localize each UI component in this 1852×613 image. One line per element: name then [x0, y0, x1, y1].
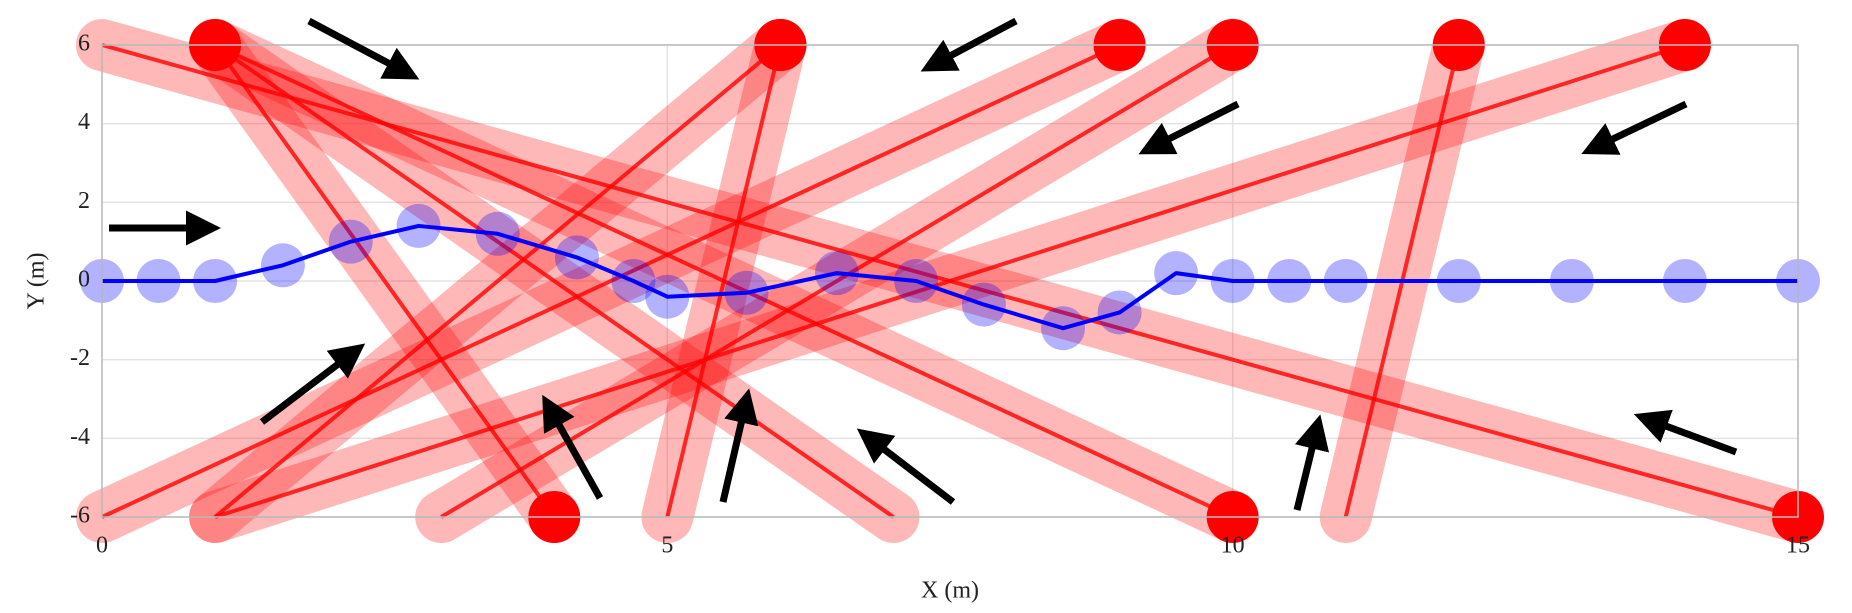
arrow: [719, 388, 759, 503]
direction-arrows: [109, 17, 1738, 511]
arrow: [856, 428, 956, 505]
obstacle-path: [101, 43, 1121, 519]
x-axis-label: X (m): [921, 578, 979, 604]
plot: [76, 19, 1824, 543]
y-tick-label: 6: [78, 31, 90, 57]
arrow: [920, 17, 1018, 72]
y-tick-label: -2: [70, 345, 90, 371]
y-tick-label: -4: [70, 424, 90, 450]
arrow: [542, 394, 604, 500]
y-tick-label: 4: [78, 109, 90, 135]
x-tick-label: 5: [661, 533, 673, 559]
x-tick-label: 0: [96, 533, 108, 559]
arrow: [259, 343, 366, 425]
obstacle-path: [665, 44, 783, 518]
obstacle-path: [213, 43, 895, 519]
arrow: [1581, 100, 1688, 155]
x-tick-label: 10: [1221, 533, 1245, 559]
arrow: [1138, 100, 1240, 155]
y-tick-label: 2: [78, 188, 90, 214]
y-tick-label: -6: [70, 503, 90, 529]
arrow: [307, 17, 420, 80]
robot-path: [102, 223, 1798, 331]
y-axis-label: Y (m): [24, 252, 50, 309]
obstacle-path: [214, 43, 1686, 519]
obstacle-path: [440, 43, 1234, 519]
obstacle-path: [213, 43, 782, 519]
obstacle-path: [213, 43, 556, 519]
arrow: [1293, 414, 1330, 511]
arrow: [1633, 409, 1738, 456]
x-tick-label: 15: [1786, 533, 1810, 559]
y-tick-label: 0: [78, 267, 90, 293]
